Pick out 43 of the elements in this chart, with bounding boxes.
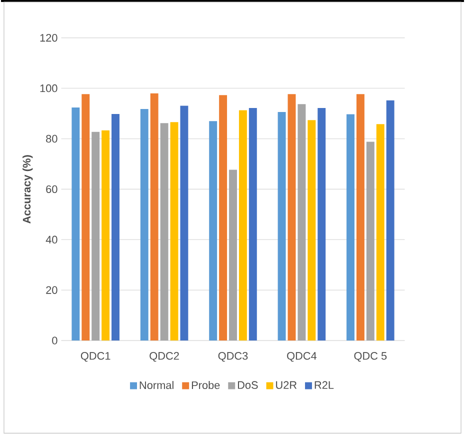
bar (102, 130, 110, 340)
legend-label: Probe (192, 380, 220, 389)
y-tick-label: 40 (46, 236, 58, 244)
y-axis-title: Accuracy (%) (22, 155, 33, 224)
y-tick-label: 80 (46, 134, 58, 143)
bar (112, 114, 120, 340)
bar (308, 120, 316, 340)
legend-label: U2R (276, 381, 297, 389)
bar (219, 95, 228, 340)
bar (298, 104, 306, 340)
y-tick-label: 120 (40, 34, 58, 42)
bar (160, 123, 168, 340)
bar (140, 108, 148, 340)
x-tick-label: QDC 5 (354, 352, 387, 362)
bar (238, 110, 247, 340)
bar (346, 114, 354, 340)
bar (209, 121, 218, 340)
bar (92, 132, 100, 340)
bar (386, 100, 394, 340)
x-tick-label: QDC3 (218, 352, 248, 362)
legend-label: Normal (140, 380, 174, 389)
y-tick-label: 0 (52, 336, 58, 344)
x-tick-label: QDC4 (287, 352, 317, 362)
bar (356, 94, 364, 340)
x-tick-label: QDC1 (80, 352, 110, 362)
bar (318, 108, 326, 340)
bar (278, 112, 286, 340)
bar (376, 124, 384, 340)
y-tick-label: 100 (40, 84, 58, 92)
bar (248, 108, 257, 340)
bar (170, 122, 178, 340)
bar (72, 107, 80, 340)
bar (82, 94, 90, 340)
x-tick-label: QDC2 (150, 352, 179, 362)
legend-label: DoS (238, 381, 258, 389)
bar (150, 93, 158, 340)
bar (366, 142, 374, 340)
legend-label: R2L (314, 381, 334, 389)
bar (180, 106, 188, 340)
bar (288, 94, 296, 340)
y-tick-label: 20 (46, 286, 58, 294)
y-tick-label: 60 (46, 185, 58, 193)
bar (229, 170, 237, 340)
